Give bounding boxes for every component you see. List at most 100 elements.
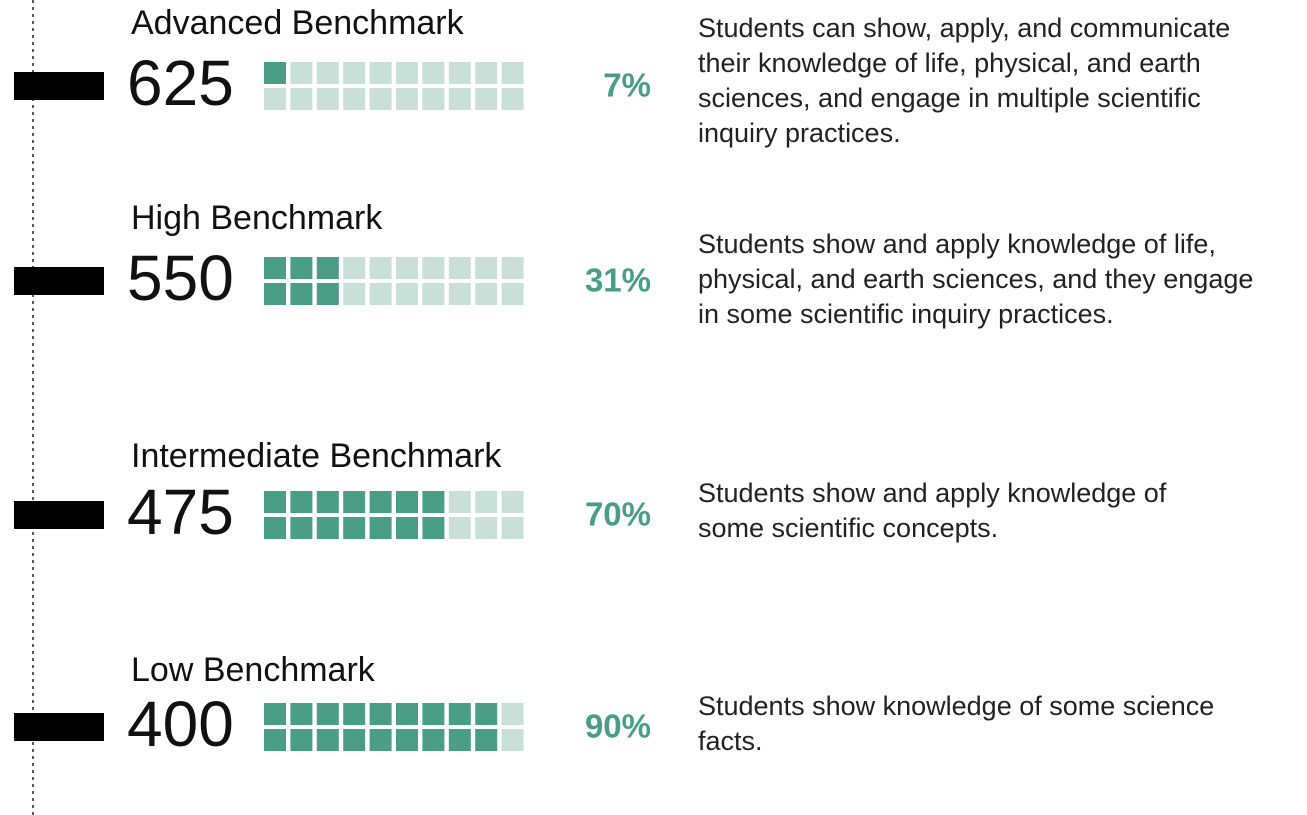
waffle-cell xyxy=(369,517,392,539)
waffle-cell xyxy=(396,88,418,110)
description: sciences, and engage in multiple scienti… xyxy=(698,83,1201,113)
description: their knowledge of life, physical, and e… xyxy=(698,48,1201,78)
waffle-cell xyxy=(369,62,392,84)
waffle-cell xyxy=(290,491,313,513)
waffle-cell xyxy=(422,283,445,305)
description: Students can show, apply, and communicat… xyxy=(698,13,1230,43)
waffle-cell xyxy=(343,517,366,539)
benchmark-tick xyxy=(14,713,104,741)
waffle-cell xyxy=(448,88,471,110)
waffle-cell xyxy=(475,62,498,84)
description: in some scientific inquiry practices. xyxy=(698,299,1114,329)
waffle-cell xyxy=(264,517,286,539)
waffle-cell xyxy=(369,283,392,305)
waffle-cell xyxy=(264,703,286,725)
benchmark-tick xyxy=(14,501,104,529)
waffle-cell xyxy=(475,88,498,110)
waffle-cell xyxy=(501,257,524,279)
waffle-cell xyxy=(396,703,418,725)
waffle-cell xyxy=(343,88,366,110)
waffle-cell xyxy=(501,491,524,513)
waffle-cell xyxy=(290,88,313,110)
waffle-cell xyxy=(475,491,498,513)
description: facts. xyxy=(698,726,763,756)
waffle-cell xyxy=(264,88,286,110)
score: 550 xyxy=(127,242,234,314)
score: 400 xyxy=(127,688,234,760)
waffle-cell xyxy=(448,729,471,751)
waffle-cell xyxy=(501,517,524,539)
waffle-cell xyxy=(343,703,366,725)
benchmark-tick xyxy=(14,72,104,100)
waffle-cell xyxy=(448,491,471,513)
waffle-cell xyxy=(396,283,418,305)
waffle-cell xyxy=(343,491,366,513)
benchmark-name: Low Benchmark xyxy=(131,651,376,689)
waffle-cell xyxy=(343,62,366,84)
waffle-cell xyxy=(501,88,524,110)
waffle-cell xyxy=(369,491,392,513)
description: inquiry practices. xyxy=(698,118,901,148)
waffle-cell xyxy=(475,517,498,539)
waffle-cell xyxy=(369,88,392,110)
score: 625 xyxy=(127,47,234,119)
waffle-cell xyxy=(316,283,339,305)
waffle-cell xyxy=(316,62,339,84)
waffle-cell xyxy=(396,257,418,279)
waffle-cell xyxy=(264,283,286,305)
waffle-cell xyxy=(448,283,471,305)
waffle-cell xyxy=(448,703,471,725)
description: physical, and earth sciences, and they e… xyxy=(698,264,1253,294)
waffle-cell xyxy=(316,517,339,539)
waffle-cell xyxy=(264,491,286,513)
waffle-cell xyxy=(448,517,471,539)
percent-label: 7% xyxy=(603,67,651,104)
waffle-cell xyxy=(422,517,445,539)
waffle-cell xyxy=(448,257,471,279)
waffle-cell xyxy=(316,257,339,279)
waffle-cell xyxy=(316,88,339,110)
waffle-cell xyxy=(290,62,313,84)
description: Students show knowledge of some science xyxy=(698,691,1214,721)
waffle-cell xyxy=(290,729,313,751)
percent-label: 90% xyxy=(585,708,651,745)
waffle-cell xyxy=(396,491,418,513)
waffle-cell xyxy=(264,62,286,84)
waffle-cell xyxy=(422,88,445,110)
waffle-cell xyxy=(475,257,498,279)
score: 475 xyxy=(127,476,234,548)
waffle-cell xyxy=(475,729,498,751)
benchmark-name: Intermediate Benchmark xyxy=(131,437,502,475)
description: Students show and apply knowledge of lif… xyxy=(698,229,1216,259)
waffle-cell xyxy=(475,703,498,725)
benchmark-name: High Benchmark xyxy=(131,199,383,237)
waffle-cell xyxy=(501,729,524,751)
waffle-cell xyxy=(343,729,366,751)
waffle-cell xyxy=(290,703,313,725)
waffle-cell xyxy=(369,703,392,725)
waffle-cell xyxy=(422,491,445,513)
waffle-cell xyxy=(475,283,498,305)
waffle-cell xyxy=(501,703,524,725)
waffle-cell xyxy=(316,491,339,513)
waffle-cell xyxy=(316,703,339,725)
waffle-cell xyxy=(422,729,445,751)
waffle-cell xyxy=(396,517,418,539)
waffle-cell xyxy=(422,62,445,84)
description: Students show and apply knowledge of xyxy=(698,478,1167,508)
percent-label: 70% xyxy=(585,496,651,533)
benchmark-name: Advanced Benchmark xyxy=(131,4,465,42)
waffle-cell xyxy=(369,257,392,279)
waffle-cell xyxy=(316,729,339,751)
waffle-cell xyxy=(369,729,392,751)
benchmark-tick xyxy=(14,267,104,295)
waffle-cell xyxy=(290,283,313,305)
waffle-cell xyxy=(290,517,313,539)
waffle-cell xyxy=(343,257,366,279)
waffle-cell xyxy=(448,62,471,84)
waffle-cell xyxy=(422,257,445,279)
waffle-cell xyxy=(396,62,418,84)
waffle-cell xyxy=(343,283,366,305)
percent-label: 31% xyxy=(585,262,651,299)
